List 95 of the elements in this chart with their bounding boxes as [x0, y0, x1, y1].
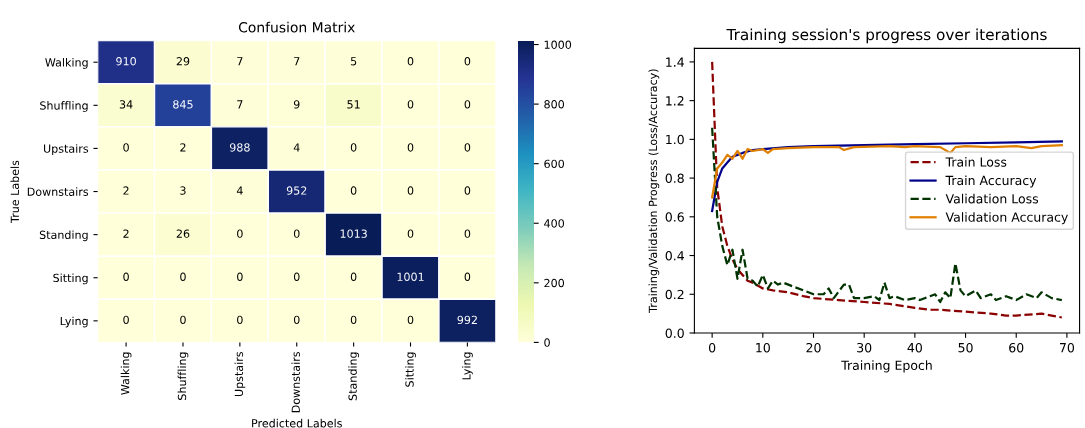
color-bar-label: 200	[544, 278, 565, 288]
data-label: 34	[119, 100, 133, 109]
color-bar-label: 1000	[544, 40, 572, 49]
x-tick-label: 0	[708, 342, 716, 353]
data-label: 0	[464, 100, 471, 109]
data-label: 0	[237, 272, 243, 281]
data-label: 0	[293, 229, 300, 238]
data-label: 0	[464, 272, 471, 281]
y-tick-label: 0.6	[665, 212, 684, 222]
data-label: 0	[237, 229, 243, 238]
x-tick-label: 50	[958, 342, 973, 353]
data-label: 0	[350, 315, 357, 325]
x-tick-label: Sitting	[405, 352, 416, 387]
data-label: 0	[350, 186, 357, 195]
color-bar-label: 600	[544, 159, 565, 169]
x-tick-label: Downstairs	[291, 351, 300, 413]
x-tick-label: 60	[1009, 342, 1024, 353]
data-label: 3	[180, 186, 186, 195]
y-tick-label: 0.2	[665, 289, 684, 300]
data-label: 0	[293, 315, 300, 325]
data-label: 0	[180, 315, 186, 325]
data-label: 4	[236, 186, 243, 195]
data-label: 29	[176, 57, 190, 66]
data-label: 1013	[340, 229, 367, 238]
data-label: 0	[123, 272, 129, 281]
x-tick-label: Lying	[462, 352, 473, 380]
data-label: 7	[237, 100, 243, 109]
x-tick-label: 10	[756, 342, 770, 353]
y-tick-label: 0.8	[665, 173, 684, 184]
data-label: 0	[123, 143, 129, 152]
data-label: 0	[407, 229, 414, 238]
data-label: 0	[350, 143, 357, 152]
data-label: 26	[176, 229, 190, 238]
y-tick-label: 1.2	[666, 96, 684, 106]
chart-title: Training session's progress over iterations	[726, 28, 1047, 44]
data-label: 0	[407, 100, 414, 109]
x-tick-label: 70	[1059, 342, 1075, 353]
data-label: 0	[350, 272, 357, 281]
y-tick-label: Downstairs	[27, 187, 89, 196]
y-tick-label: 1.0	[666, 134, 684, 145]
data-label: 988	[229, 143, 250, 152]
data-label: 992	[457, 315, 477, 325]
data-label: 845	[173, 100, 193, 109]
x-tick-label: 20	[806, 342, 821, 353]
data-label: 0	[464, 229, 471, 238]
data-label: 5	[350, 57, 357, 66]
legend-label: Validation Loss	[945, 193, 1039, 204]
data-label: 0	[180, 272, 186, 281]
y-tick-label: Standing	[39, 230, 88, 242]
y-tick-label: 0.4	[665, 251, 684, 261]
color-bar-label: 800	[544, 100, 565, 109]
x-tick-label: 40	[907, 342, 922, 353]
data-label: 910	[116, 57, 136, 66]
data-label: 0	[464, 186, 471, 195]
legend-label: Train Loss	[945, 157, 1007, 167]
data-label: 0	[464, 57, 471, 66]
data-label: 7	[237, 57, 243, 66]
data-label: 952	[286, 186, 307, 195]
chart-title: Confusion Matrix	[238, 21, 355, 33]
data-label: 0	[407, 57, 414, 66]
data-label: 7	[294, 57, 300, 66]
data-label: 2	[123, 186, 129, 195]
data-label: 1001	[397, 272, 424, 281]
data-label: 2	[123, 229, 129, 238]
y-tick-label: 0.0	[665, 328, 684, 338]
data-label: 2	[180, 143, 186, 152]
data-label: 0	[293, 272, 300, 281]
x-axis-title: Training Epoch	[841, 360, 932, 373]
data-label: 4	[293, 143, 300, 152]
x-tick-label: 30	[857, 342, 872, 353]
data-label: 9	[293, 100, 300, 109]
data-label: 51	[347, 100, 360, 109]
y-tick-label: Upstairs	[44, 144, 89, 155]
x-axis-title: Predicted Labels	[252, 418, 342, 428]
x-tick-label: Walking	[120, 352, 132, 395]
data-label: 0	[407, 315, 414, 325]
x-tick-label: Upstairs	[234, 351, 246, 397]
data-label: 0	[237, 315, 243, 325]
legend-label: Train Accuracy	[945, 175, 1037, 188]
y-tick-label: Sitting	[53, 273, 88, 285]
y-axis-title: True Labels	[10, 160, 20, 224]
data-label: 0	[407, 186, 414, 195]
y-tick-label: Walking	[45, 57, 88, 69]
y-tick-label: 1.4	[666, 57, 684, 67]
y-tick-label: Lying	[60, 316, 88, 328]
color-bar-label: 400	[544, 219, 565, 228]
legend-label: Validation Accuracy	[945, 212, 1068, 225]
y-tick-label: Shuffling	[40, 101, 88, 112]
data-label: 0	[464, 143, 471, 152]
y-axis-title: Training/Validation Progress (Loss/Accuracy)	[648, 69, 660, 313]
line-series	[711, 140, 1063, 213]
x-tick-label: Standing	[348, 352, 360, 401]
data-label: 0	[407, 143, 414, 152]
x-tick-label: Shuffling	[177, 352, 189, 400]
data-label: 0	[123, 315, 129, 325]
